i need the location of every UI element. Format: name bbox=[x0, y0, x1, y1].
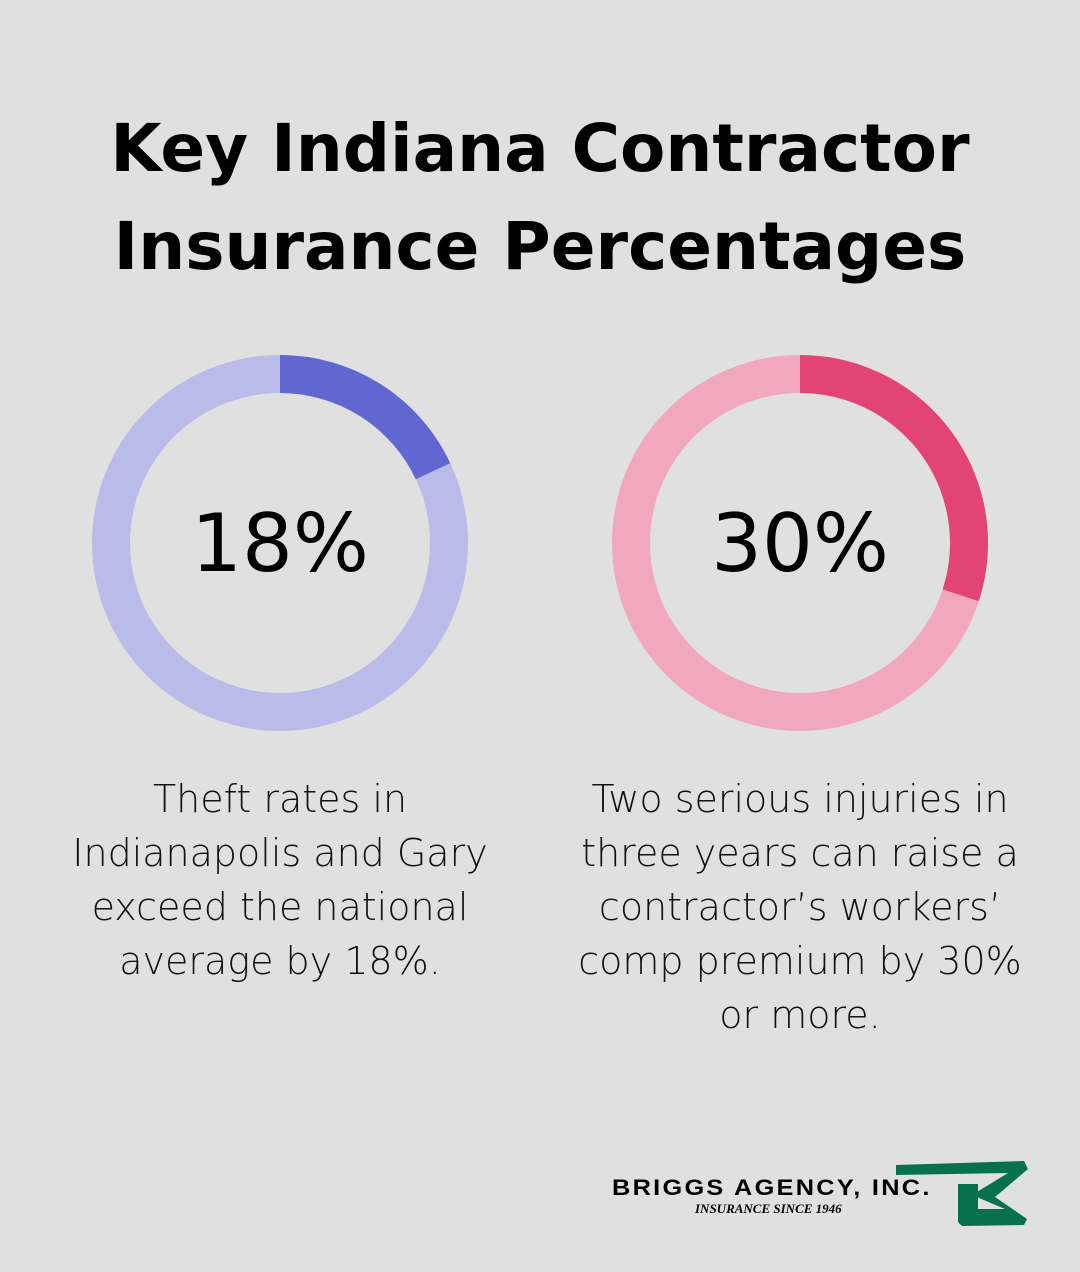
briggs-agency-logo: BRIGGS AGENCY, INC. INSURANCE SINCE 1946 bbox=[600, 1155, 1040, 1235]
donut-svg bbox=[612, 355, 988, 731]
stat-value: 18% bbox=[191, 496, 369, 590]
donut-chart-theft: 18% bbox=[92, 355, 468, 731]
page-title: Key Indiana Contractor Insurance Percenta… bbox=[0, 100, 1080, 296]
logo-mark-icon bbox=[896, 1161, 1028, 1226]
donut-svg bbox=[92, 355, 468, 731]
donut-chart-injuries: 30% bbox=[612, 355, 988, 731]
logo-tagline: INSURANCE SINCE 1946 bbox=[695, 1201, 842, 1216]
logo-name: BRIGGS AGENCY, INC. bbox=[612, 1175, 932, 1200]
stat-description: Two serious injuries in three years can … bbox=[578, 777, 1022, 1037]
stat-value: 30% bbox=[711, 496, 889, 590]
title-line-1: Key Indiana Contractor bbox=[110, 110, 970, 187]
donut-fill bbox=[92, 355, 468, 731]
stat-description: Theft rates in Indianapolis and Gary exc… bbox=[72, 777, 488, 983]
title-line-2: Insurance Percentages bbox=[113, 208, 967, 285]
donut-fill bbox=[612, 355, 988, 731]
